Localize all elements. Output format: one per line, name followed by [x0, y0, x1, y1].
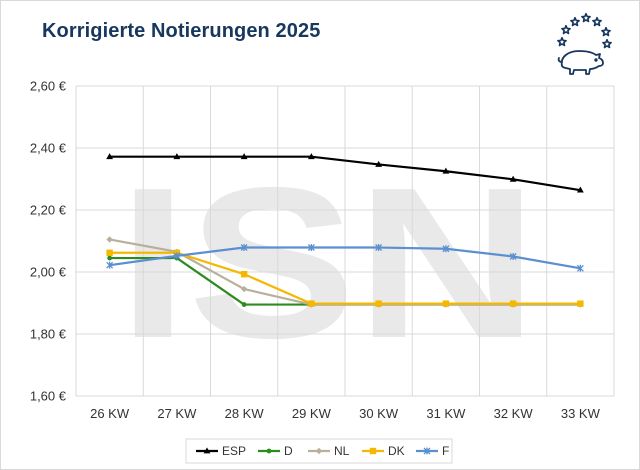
- y-tick-label: 2,00 €: [30, 265, 67, 280]
- legend-marker: [203, 447, 211, 454]
- legend-label: DK: [388, 444, 405, 458]
- y-tick-label: 2,40 €: [30, 141, 67, 156]
- data-point-dk: [577, 300, 584, 307]
- legend-marker: [315, 447, 323, 455]
- logo-star-3-icon: [581, 12, 591, 23]
- legend-item-dk: DK: [362, 444, 405, 458]
- series-f: [106, 244, 584, 272]
- y-tick-label: 2,60 €: [30, 79, 67, 94]
- series-esp: [106, 153, 584, 193]
- data-point-nl: [106, 236, 113, 243]
- data-point-f: [442, 245, 450, 253]
- data-point-esp: [576, 186, 584, 193]
- x-tick-label: 31 KW: [426, 406, 466, 421]
- data-point-f: [375, 244, 383, 252]
- legend-item-f: F: [416, 444, 449, 458]
- legend-item-nl: NL: [308, 444, 350, 458]
- legend-label: F: [442, 444, 449, 458]
- data-point-f: [173, 252, 181, 260]
- logo-star-5-icon: [601, 26, 611, 37]
- logo-star-6-icon: [602, 38, 612, 49]
- isn-watermark: ISN: [118, 142, 538, 383]
- legend-label: NL: [334, 444, 350, 458]
- eu-stars-pig-logo-icon: [557, 12, 612, 75]
- data-point-f: [307, 244, 315, 252]
- series-line-f: [109, 246, 581, 270]
- data-point-esp: [509, 175, 517, 182]
- legend-marker: [266, 448, 272, 454]
- data-point-dk: [106, 249, 113, 256]
- watermark-text: ISN: [118, 142, 538, 383]
- data-point-dk: [308, 300, 315, 307]
- data-point-dk: [375, 300, 382, 307]
- series-line-esp: [109, 155, 581, 192]
- data-point-nl: [240, 285, 248, 293]
- legend-label: ESP: [222, 444, 246, 458]
- data-point-dk: [442, 300, 450, 307]
- y-tick-label: 2,20 €: [30, 203, 67, 218]
- x-tick-label: 29 KW: [292, 406, 332, 421]
- data-point-esp: [240, 153, 248, 160]
- data-point-f: [106, 261, 114, 269]
- data-point-esp: [442, 167, 450, 174]
- series-dk: [106, 249, 584, 307]
- y-tick-label: 1,80 €: [30, 327, 67, 342]
- legend-item-d: D: [258, 444, 293, 458]
- logo-star-1-icon: [561, 24, 571, 35]
- legend-item-esp: ESP: [196, 444, 246, 458]
- x-tick-label: 33 KW: [561, 406, 601, 421]
- legend-label: D: [284, 444, 293, 458]
- data-point-d: [241, 302, 247, 307]
- chart-title: Korrigierte Notierungen 2025: [42, 20, 321, 42]
- data-point-esp: [307, 153, 315, 160]
- data-point-dk: [509, 300, 517, 307]
- x-tick-label: 28 KW: [225, 406, 265, 421]
- legend-marker: [369, 447, 377, 455]
- data-point-f: [240, 244, 248, 252]
- x-tick-label: 27 KW: [157, 406, 197, 421]
- logo-star-0-icon: [557, 36, 567, 47]
- data-point-d: [107, 255, 113, 261]
- logo-star-4-icon: [592, 16, 602, 27]
- data-point-f: [576, 264, 584, 272]
- data-point-esp: [173, 153, 181, 160]
- x-tick-label: 32 KW: [494, 406, 534, 421]
- legend-marker: [423, 447, 431, 455]
- data-point-dk: [240, 270, 248, 278]
- y-tick-label: 1,60 €: [30, 389, 67, 404]
- series-line-dk: [109, 251, 581, 305]
- data-point-esp: [106, 153, 114, 160]
- data-point-f: [509, 253, 517, 260]
- x-tick-label: 30 KW: [359, 406, 399, 421]
- data-point-esp: [375, 160, 383, 167]
- logo-star-2-icon: [570, 16, 580, 27]
- x-tick-label: 26 KW: [90, 406, 130, 421]
